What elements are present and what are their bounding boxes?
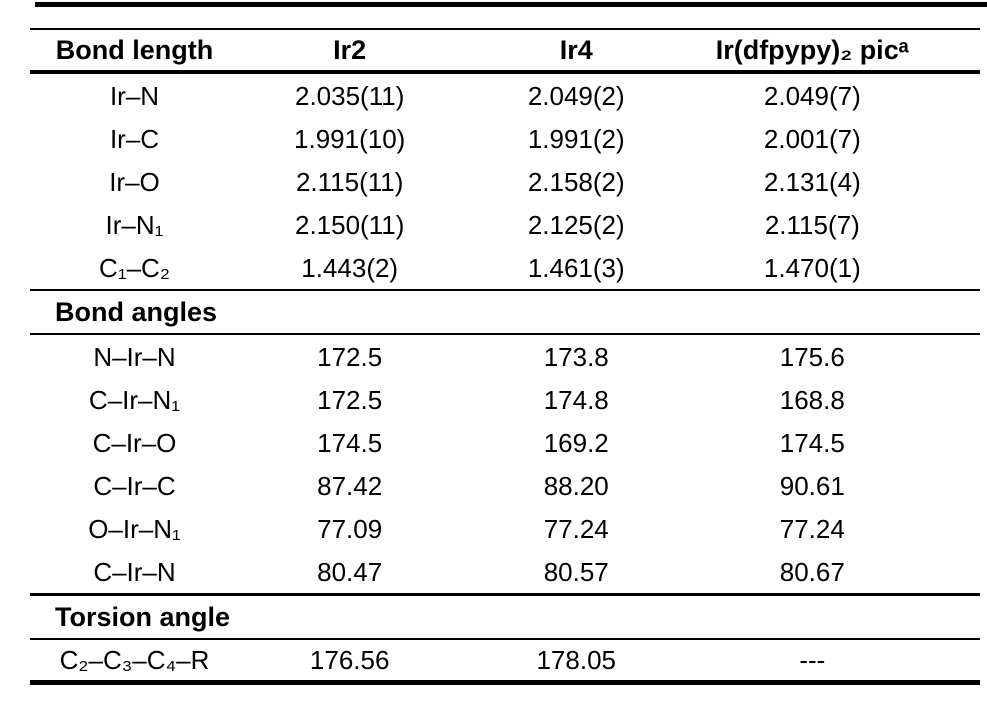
- value-ir2: 87.42: [317, 470, 383, 501]
- value-ir4: 173.8: [543, 341, 609, 372]
- value-ir2: 172.5: [317, 384, 383, 415]
- value-ir4: 169.2: [543, 427, 609, 458]
- value-ir4: 80.57: [543, 556, 609, 587]
- table-row-c-ir-n: C–Ir–N 80.47 80.57 80.67: [30, 550, 980, 593]
- value-ref: 1.470(1): [763, 252, 861, 283]
- column-header-ir2: Ir2: [333, 34, 367, 65]
- value-ir2: 174.5: [317, 427, 383, 458]
- table-row-ir-o: Ir–O 2.115(11) 2.158(2) 2.131(4): [30, 160, 980, 203]
- table-row-o-ir-n1: O–Ir–N₁ 77.09 77.24 77.24: [30, 507, 980, 550]
- value-ref: 2.049(7): [763, 80, 861, 111]
- section-header-torsion-angle: Torsion angle: [30, 596, 980, 638]
- row-label: C₂–C₃–C₄–R: [59, 645, 210, 675]
- table-row-c-ir-c: C–Ir–C 87.42 88.20 90.61: [30, 464, 980, 507]
- section-header-bond-angles: Bond angles: [30, 291, 980, 333]
- value-ir2: 172.5: [317, 341, 383, 372]
- value-ref: 175.6: [779, 341, 845, 372]
- table-header-row: Bond length Ir2 Ir4 Ir(dfpypy)₂ picᵃ: [30, 30, 980, 70]
- row-label: C–Ir–C: [93, 470, 176, 501]
- row-label: Ir–O: [109, 166, 160, 197]
- value-ref: 2.001(7): [763, 123, 861, 154]
- table-top-border-rule: [35, 2, 987, 7]
- value-ir4: 1.461(3): [527, 252, 625, 283]
- value-ref: 2.115(7): [764, 209, 860, 240]
- table-row-c-ir-o: C–Ir–O 174.5 169.2 174.5: [30, 421, 980, 464]
- section-title: Torsion angle: [55, 601, 231, 632]
- value-ref: 2.131(4): [763, 166, 861, 197]
- row-label: N–Ir–N: [93, 341, 176, 372]
- row-label: Ir–C: [109, 123, 160, 154]
- value-ir4: 2.158(2): [527, 166, 625, 197]
- value-ir4: 174.8: [543, 384, 609, 415]
- value-ir2: 176.56: [309, 645, 390, 675]
- paper-table-page: Bond length Ir2 Ir4 Ir(dfpypy)₂ picᵃ Ir–…: [30, 2, 987, 685]
- row-label: O–Ir–N₁: [88, 513, 181, 544]
- torsion-angle-bottom-rule: [30, 638, 980, 640]
- column-header-ir4: Ir4: [559, 34, 593, 65]
- bond-angles-top-rule: [30, 289, 980, 291]
- table-row-n-ir-n: N–Ir–N 172.5 173.8 175.6: [30, 335, 980, 378]
- value-ref: 90.61: [779, 470, 845, 501]
- column-header-ref-compound: Ir(dfpypy)₂ picᵃ: [715, 34, 909, 65]
- crystallographic-data-table: Bond length Ir2 Ir4 Ir(dfpypy)₂ picᵃ Ir–…: [30, 28, 980, 685]
- row-label: Ir–N₁: [105, 209, 164, 240]
- row-label: Ir–N: [109, 80, 160, 111]
- table-row-c1-c2: C₁–C₂ 1.443(2) 1.461(3) 1.470(1): [30, 246, 980, 289]
- value-ref: 174.5: [779, 427, 845, 458]
- header-top-rule: [30, 28, 980, 30]
- table-row-ir-n: Ir–N 2.035(11) 2.049(2) 2.049(7): [30, 74, 980, 117]
- row-label: C–Ir–N₁: [88, 384, 181, 415]
- value-ref: ---: [799, 645, 826, 675]
- value-ir4: 77.24: [543, 513, 609, 544]
- table-row-ir-n1: Ir–N₁ 2.150(11) 2.125(2) 2.115(7): [30, 203, 980, 246]
- table-row-c-ir-n1: C–Ir–N₁ 172.5 174.8 168.8: [30, 378, 980, 421]
- row-label: C–Ir–N: [93, 556, 176, 587]
- value-ref: 80.67: [779, 556, 845, 587]
- row-label: C₁–C₂: [99, 252, 170, 283]
- table-row-ir-c: Ir–C 1.991(10) 1.991(2) 2.001(7): [30, 117, 980, 160]
- bond-angles-bottom-rule: [30, 333, 980, 335]
- value-ir4: 88.20: [543, 470, 609, 501]
- value-ir4: 2.125(2): [527, 209, 625, 240]
- value-ref: 77.24: [779, 513, 845, 544]
- value-ir2: 77.09: [317, 513, 383, 544]
- section-title: Bond angles: [55, 296, 218, 327]
- value-ir2: 2.115(11): [295, 166, 404, 197]
- table-row-c2-c3-c4-r: C₂–C₃–C₄–R 176.56 178.05 ---: [30, 640, 980, 680]
- header-bottom-rule: [30, 70, 980, 74]
- value-ir2: 1.991(10): [294, 123, 406, 154]
- value-ir2: 2.150(11): [294, 209, 405, 240]
- value-ir2: 2.035(11): [294, 80, 405, 111]
- value-ref: 168.8: [779, 384, 845, 415]
- value-ir4: 178.05: [536, 645, 616, 675]
- row-label: C–Ir–O: [92, 427, 177, 458]
- torsion-angle-top-rule: [30, 593, 980, 596]
- value-ir2: 80.47: [317, 556, 383, 587]
- table-bottom-border-rule: [30, 680, 980, 685]
- value-ir4: 2.049(2): [527, 80, 625, 111]
- value-ir2: 1.443(2): [301, 252, 399, 283]
- value-ir4: 1.991(2): [527, 123, 625, 154]
- column-header-bond-length: Bond length: [55, 34, 214, 65]
